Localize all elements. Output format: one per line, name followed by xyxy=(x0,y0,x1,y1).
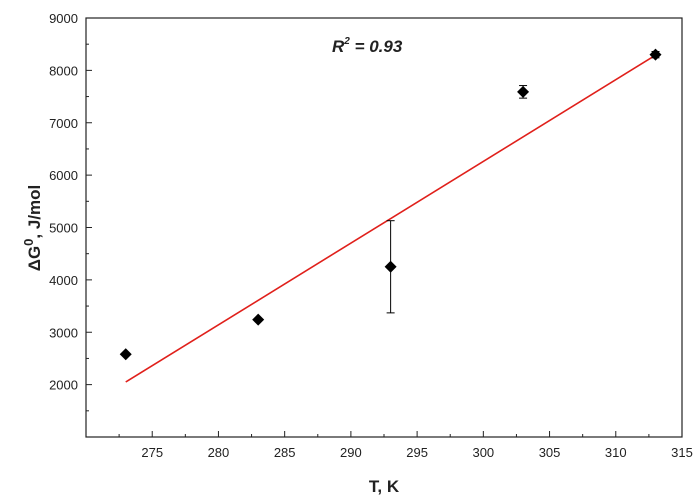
x-tick-label: 295 xyxy=(406,445,428,460)
y-axis-title: ΔG0, J/mol xyxy=(21,185,44,272)
plot-area xyxy=(85,17,683,438)
x-tick-label: 315 xyxy=(671,445,693,460)
y-tick-label: 3000 xyxy=(49,325,78,340)
y-axis-ticks: 2000 3000 4000 5000 6000 7000 8000 9000 xyxy=(49,11,92,412)
r-squared-annotation: R2 = 0.93 xyxy=(332,36,403,56)
x-tick-label: 290 xyxy=(340,445,362,460)
y-tick-label: 5000 xyxy=(49,221,78,236)
data-point-diamond xyxy=(119,348,132,361)
y-tick-label: 8000 xyxy=(49,63,78,78)
x-tick-label: 275 xyxy=(141,445,163,460)
data-point-diamond xyxy=(649,48,662,61)
x-axis-title: T, K xyxy=(369,477,400,496)
x-tick-label: 310 xyxy=(605,445,627,460)
y-tick-label: 6000 xyxy=(49,168,78,183)
fit-line-group xyxy=(125,54,656,383)
y-tick-label: 7000 xyxy=(49,116,78,131)
y-tick-label: 4000 xyxy=(49,273,78,288)
y-tick-label: 9000 xyxy=(49,11,78,26)
x-tick-label: 300 xyxy=(472,445,494,460)
data-point-diamond xyxy=(252,313,265,326)
data-point-diamond xyxy=(384,260,397,273)
data-points xyxy=(119,48,662,361)
x-tick-label: 280 xyxy=(208,445,230,460)
linear-fit-line xyxy=(125,54,656,383)
x-tick-label: 305 xyxy=(539,445,561,460)
data-point-diamond xyxy=(517,85,530,98)
x-tick-label: 285 xyxy=(274,445,296,460)
y-tick-label: 2000 xyxy=(49,378,78,393)
x-axis-ticks: 275 280 285 290 295 300 305 310 315 xyxy=(118,431,693,460)
